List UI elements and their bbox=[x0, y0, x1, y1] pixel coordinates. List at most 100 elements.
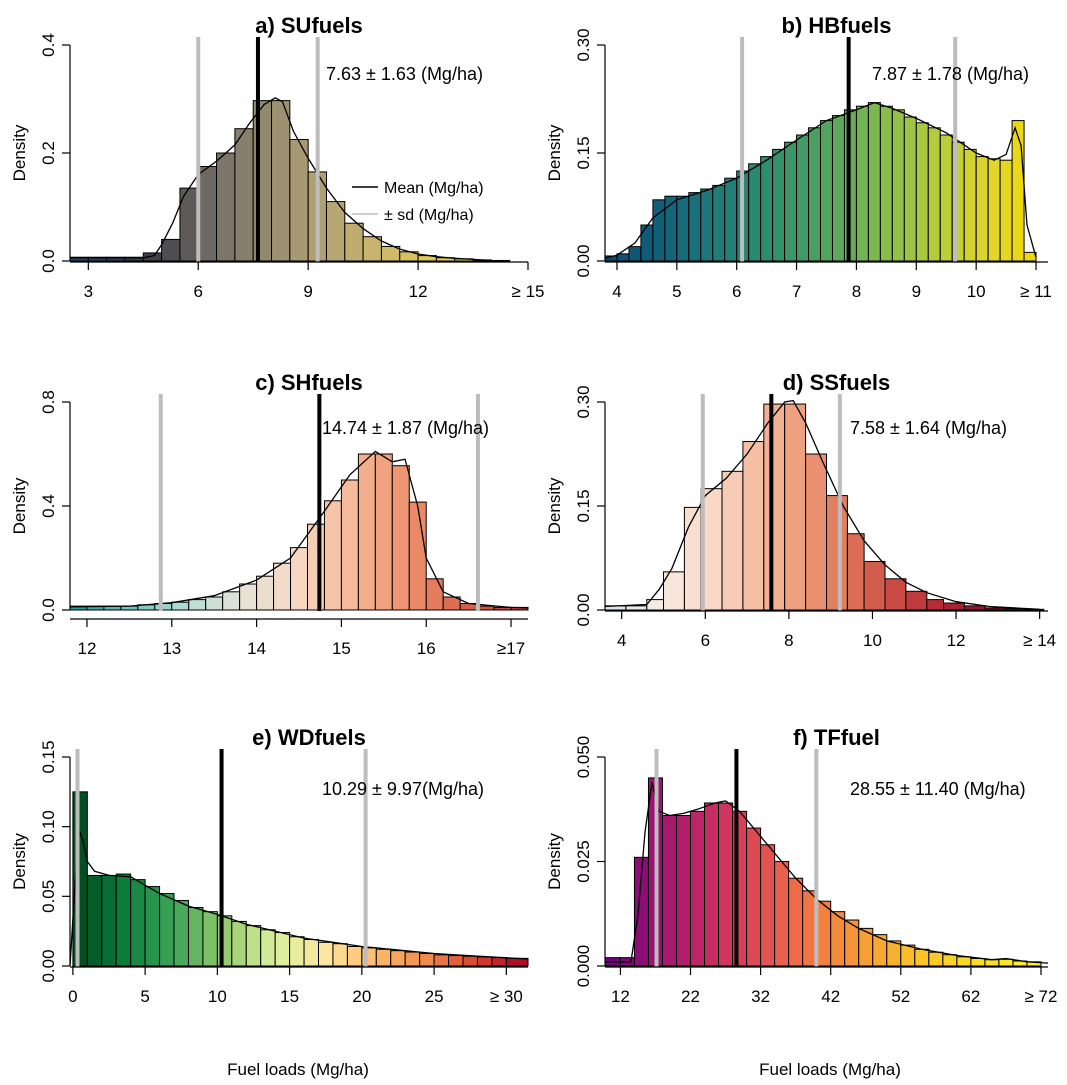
histogram-bar bbox=[788, 877, 804, 967]
x-tick-label: 6 bbox=[194, 282, 203, 301]
x-tick-label: 7 bbox=[792, 282, 801, 301]
histogram-bar bbox=[652, 199, 666, 262]
histogram-bar bbox=[505, 957, 529, 967]
histogram-bar bbox=[380, 245, 401, 262]
histogram-bar bbox=[448, 955, 464, 967]
histogram-bar bbox=[245, 925, 262, 967]
histogram-bar bbox=[628, 246, 642, 262]
histogram-bar bbox=[231, 920, 247, 967]
panel-e: 0.00 0.05 0.10 0.15 Density 0 5 10 15 20 25 ≥ 30 e) … bbox=[10, 725, 529, 1006]
y-axis-label: Density bbox=[545, 833, 564, 890]
legend-mean-label: Mean (Mg/ha) bbox=[384, 180, 484, 197]
panel-c: 0.0 0.4 0.8 Density 12 13 14 15 16 ≥17 c) SHfuels 1… bbox=[10, 370, 529, 658]
histogram-bar bbox=[760, 156, 774, 262]
x-tick-label: ≥17 bbox=[497, 639, 525, 658]
histogram-bar bbox=[391, 465, 410, 611]
x-tick-label: 6 bbox=[701, 631, 710, 650]
histogram-bar bbox=[101, 874, 117, 967]
y-tick-label: 0.025 bbox=[574, 840, 593, 883]
histogram-bar bbox=[86, 874, 103, 967]
x-tick-label: 4 bbox=[612, 282, 621, 301]
histogram-bar bbox=[867, 102, 881, 262]
histogram-bar bbox=[928, 951, 944, 967]
histogram-bar bbox=[721, 470, 744, 611]
histogram-bar bbox=[130, 879, 146, 967]
y-tick-label: 0.15 bbox=[39, 740, 58, 773]
histogram-bar bbox=[374, 453, 393, 611]
histogram-bar bbox=[332, 943, 348, 967]
panel-title: a) SUfuels bbox=[255, 13, 363, 38]
histogram-bar bbox=[187, 906, 204, 967]
histogram-bar bbox=[900, 944, 916, 967]
density-curve bbox=[70, 97, 492, 262]
histogram-bar bbox=[173, 900, 189, 967]
panel-b: 0.00 0.15 0.30 Density 4 5 6 7 8 9 10 ≥ 11 b) HBfuel… bbox=[545, 13, 1052, 301]
histogram-bar bbox=[115, 873, 132, 967]
histogram-bar bbox=[884, 578, 907, 611]
y-tick-label: 0.10 bbox=[39, 810, 58, 843]
histogram-bar bbox=[289, 936, 305, 967]
histogram-bar bbox=[956, 956, 972, 967]
density-curve bbox=[604, 101, 1037, 259]
histogram-bar bbox=[640, 224, 654, 262]
histogram-bar bbox=[998, 958, 1014, 967]
histogram-bar bbox=[404, 951, 421, 967]
y-tick-label: 0.00 bbox=[39, 949, 58, 982]
histogram-bar bbox=[318, 941, 334, 967]
histogram-bar bbox=[891, 109, 905, 262]
histogram-bar bbox=[271, 100, 291, 262]
histogram-bar bbox=[675, 815, 692, 967]
x-tick-label: 8 bbox=[784, 631, 793, 650]
y-axis-label: Density bbox=[10, 124, 29, 181]
histogram-bar bbox=[425, 578, 444, 611]
histogram-bar bbox=[476, 956, 493, 967]
mean-sd-annotation: 14.74 ± 1.87 (Mg/ha) bbox=[322, 418, 489, 438]
x-tick-label: ≥ 30 bbox=[490, 987, 523, 1006]
panel-f: 0.000 0.025 0.050 Density 12 22 32 42 52 62 ≥ 72 f)… bbox=[545, 725, 1057, 1006]
x-tick-label: 9 bbox=[303, 282, 312, 301]
y-tick-label: 0.8 bbox=[39, 390, 58, 414]
y-tick-label: 0.0 bbox=[39, 598, 58, 622]
histogram-bar bbox=[362, 236, 382, 262]
histogram-bar bbox=[274, 932, 291, 967]
histogram-bar bbox=[171, 601, 190, 611]
histogram-bar bbox=[820, 120, 833, 262]
histogram-bar bbox=[742, 441, 765, 611]
histogram-bar bbox=[1011, 120, 1025, 262]
histogram-bar bbox=[784, 403, 807, 611]
histogram-bar bbox=[252, 100, 273, 262]
x-tick-label: 32 bbox=[751, 987, 770, 1006]
x-tick-label: 10 bbox=[863, 631, 882, 650]
histogram-bar bbox=[886, 940, 902, 967]
x-tick-label: 0 bbox=[68, 987, 77, 1006]
x-tick-label: 10 bbox=[208, 987, 227, 1006]
y-axis-label: Density bbox=[10, 477, 29, 534]
histogram-bar bbox=[855, 105, 869, 262]
y-tick-label: 0.050 bbox=[574, 736, 593, 779]
x-tick-label: ≥ 15 bbox=[512, 282, 545, 301]
x-tick-label: 8 bbox=[852, 282, 861, 301]
mean-sd-annotation: 7.87 ± 1.78 (Mg/ha) bbox=[872, 64, 1029, 84]
histogram-bar bbox=[159, 893, 175, 967]
x-tick-label: ≥ 11 bbox=[1020, 282, 1052, 301]
histogram-bar bbox=[987, 158, 1001, 262]
histogram-bar bbox=[975, 156, 989, 262]
histogram-bar bbox=[346, 945, 363, 967]
histogram-bar bbox=[846, 533, 865, 611]
histogram-bar bbox=[340, 479, 359, 611]
x-axis-label-right: Fuel loads (Mg/ha) bbox=[759, 1060, 901, 1079]
x-tick-label: ≥ 14 bbox=[1023, 631, 1056, 650]
x-tick-label: 25 bbox=[425, 987, 444, 1006]
histogram-bar bbox=[942, 954, 958, 967]
x-tick-label: 52 bbox=[891, 987, 910, 1006]
histogram-bar bbox=[939, 134, 953, 262]
histogram-bar bbox=[808, 127, 822, 262]
histogram-bar bbox=[926, 599, 945, 611]
histogram-bar bbox=[999, 159, 1013, 262]
histogram-bar bbox=[357, 453, 376, 611]
histogram-bar bbox=[419, 952, 435, 967]
y-axis-label: Density bbox=[545, 477, 564, 534]
x-tick-label: 12 bbox=[947, 631, 966, 650]
y-tick-label: 0.15 bbox=[574, 489, 593, 522]
